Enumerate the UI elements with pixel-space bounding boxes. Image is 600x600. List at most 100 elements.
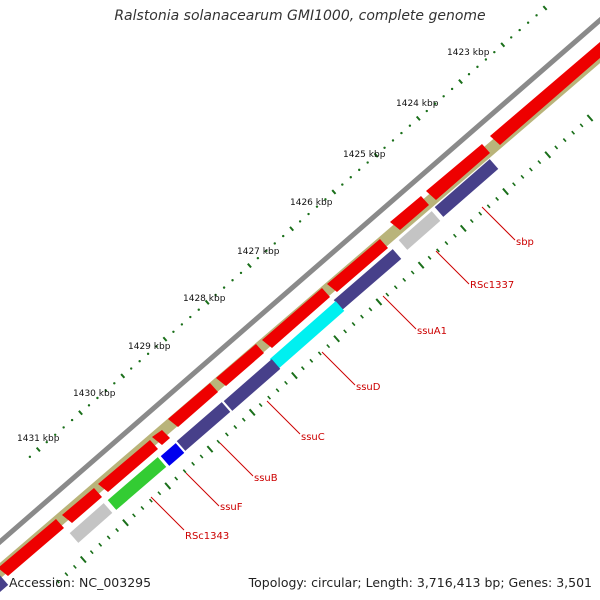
tick-label-1429: 1429 kbp (128, 342, 171, 352)
scale-tick (70, 418, 74, 422)
leader-line (435, 250, 470, 285)
scale-tick (289, 226, 295, 232)
inner-tick (122, 519, 129, 527)
scale-tick (391, 139, 395, 142)
scale-tick (315, 205, 319, 208)
scale-tick (28, 455, 32, 459)
inner-tick (309, 358, 314, 363)
scale-tick (54, 433, 57, 436)
inner-tick (343, 329, 348, 334)
inner-tick (351, 322, 356, 327)
inner-tick (554, 145, 559, 150)
scale-tick (256, 256, 260, 260)
inner-tick (427, 255, 432, 260)
inner-tick (182, 469, 187, 474)
scale-tick (331, 189, 337, 195)
tick-label-1426: 1426 kbp (290, 198, 333, 208)
scale-tick (349, 176, 352, 179)
inner-tick-row (56, 114, 594, 584)
leader-line (382, 295, 417, 330)
cds-arrow (390, 196, 429, 230)
gene-label-rsc1337[interactable]: RSc1337 (470, 280, 514, 291)
inner-tick (72, 564, 77, 569)
genome-summary-text: Topology: circular; Length: 3,716,413 bp… (248, 575, 592, 590)
scale-tick (172, 330, 175, 333)
scale-tick (535, 14, 538, 17)
inner-tick (586, 114, 594, 122)
scale-tick (197, 308, 200, 311)
inner-tick (224, 432, 229, 437)
inner-tick (452, 233, 457, 238)
gene-label-ssub[interactable]: ssuB (254, 473, 278, 484)
cog-segment-ssuc (223, 359, 281, 411)
gene-label-ssua1[interactable]: ssuA1 (417, 326, 447, 337)
cog-segment-rsc1337 (398, 211, 441, 250)
inner-tick (98, 542, 103, 547)
inner-tick (216, 439, 221, 444)
scale-tick (366, 161, 369, 164)
inner-tick (402, 277, 407, 282)
inner-tick (258, 402, 263, 408)
cds-arrow (426, 144, 490, 200)
cds-arrow (490, 41, 600, 145)
scale-tick (130, 367, 133, 370)
scale-tick (341, 183, 344, 186)
leader-line (481, 206, 516, 241)
inner-tick (206, 445, 214, 453)
inner-tick (528, 167, 533, 172)
leader-line (266, 400, 301, 435)
gene-label-ssud[interactable]: ssuD (356, 382, 381, 393)
scale-tick (231, 279, 234, 282)
inner-tick (267, 395, 272, 400)
inner-tick (106, 535, 111, 540)
gene-label-sbp[interactable]: sbp (516, 237, 534, 248)
cds-arrow (216, 344, 264, 386)
tick-label-1430: 1430 kbp (73, 389, 116, 399)
scale-tick (415, 115, 421, 121)
inner-tick (248, 408, 256, 417)
scale-tick (214, 293, 217, 297)
scale-tick (104, 389, 108, 392)
scale-tick (518, 28, 521, 32)
cog-segment-ssuf (160, 443, 185, 466)
inner-tick (417, 261, 425, 269)
cds-arrow (168, 383, 218, 427)
tick-label-1425: 1425 kbp (343, 150, 386, 160)
inner-tick (333, 335, 341, 343)
inner-tick (436, 248, 440, 253)
gene-label-rsc1343[interactable]: RSc1343 (185, 531, 229, 542)
cds-arrow (262, 288, 330, 348)
scale-tick (265, 249, 268, 253)
inner-tick (512, 182, 516, 187)
inner-tick (486, 204, 491, 209)
scale-tick (307, 212, 310, 216)
cds-arrow (327, 239, 388, 292)
leader-line (321, 351, 356, 386)
inner-tick (495, 196, 500, 201)
inner-tick (571, 130, 576, 135)
inner-tick (284, 380, 288, 385)
gene-label-ssuc[interactable]: ssuC (301, 432, 325, 443)
cds-arrow (98, 440, 158, 492)
scale-tick (400, 131, 403, 135)
scale-tick (282, 234, 285, 238)
scale-tick (189, 315, 192, 319)
gene-labels: sbp RSc1337 ssuA1 ssuD ssuC ssuB ssuF RS… (185, 237, 534, 542)
gene-label-ssuf[interactable]: ssuF (220, 502, 243, 513)
inner-tick (148, 498, 153, 503)
inner-tick (459, 224, 467, 233)
inner-tick (368, 307, 373, 312)
inner-tick (469, 218, 474, 224)
inner-tick (140, 505, 145, 511)
inner-tick (115, 528, 120, 533)
inner-tick (360, 314, 364, 319)
scale-tick (87, 404, 91, 407)
tick-label-1427: 1427 kbp (237, 247, 280, 257)
scale-tick (324, 198, 327, 201)
scale-tick (138, 360, 141, 363)
scale-tick (146, 352, 150, 356)
inner-tick (79, 555, 87, 564)
scale-tick (78, 410, 83, 416)
scale-tick (273, 242, 276, 245)
cog-segment-grey (69, 503, 113, 543)
